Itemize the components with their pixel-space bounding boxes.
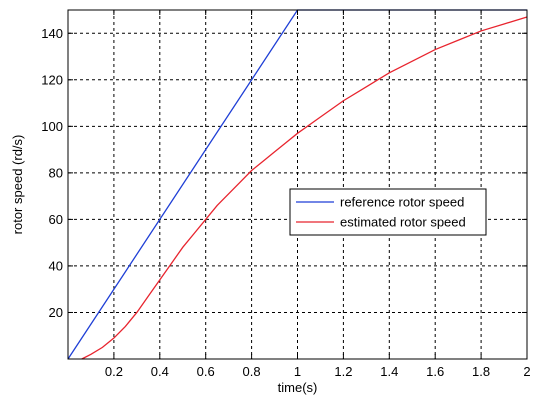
y-tick-label: 140	[41, 26, 63, 41]
x-tick-label: 2	[523, 364, 530, 379]
x-tick-label: 0.8	[243, 364, 261, 379]
y-tick-label: 120	[41, 72, 63, 87]
x-tick-label: 1.2	[334, 364, 352, 379]
legend-label-reference: reference rotor speed	[340, 195, 464, 210]
x-tick-label: 1.6	[426, 364, 444, 379]
legend-box	[289, 188, 487, 236]
y-tick-label: 100	[41, 119, 63, 134]
x-tick-label: 0.2	[105, 364, 123, 379]
x-tick-labels: 0.2 0.4 0.6 0.8 1 1.2 1.4 1.6 1.8 2	[105, 364, 531, 379]
x-tick-label: 0.4	[151, 364, 169, 379]
grid-lines	[68, 10, 527, 359]
legend: reference rotor speed estimated rotor sp…	[289, 188, 487, 236]
x-tick-label: 1	[294, 364, 301, 379]
y-tick-label: 40	[49, 258, 63, 273]
y-tick-label: 60	[49, 212, 63, 227]
y-tick-label: 20	[49, 305, 63, 320]
y-tick-labels: 20 40 60 80 100 120 140	[41, 26, 63, 320]
x-axis-label: time(s)	[278, 380, 318, 395]
y-tick-label: 80	[49, 165, 63, 180]
estimated-rotor-speed-line	[81, 16, 528, 360]
x-tick-label: 1.4	[380, 364, 398, 379]
x-tick-label: 1.8	[472, 364, 490, 379]
x-tick-label: 0.6	[197, 364, 215, 379]
legend-label-estimated: estimated rotor speed	[340, 215, 466, 230]
y-axis-label: rotor speed (rd/s)	[10, 135, 25, 235]
axis-ticks	[68, 10, 528, 359]
